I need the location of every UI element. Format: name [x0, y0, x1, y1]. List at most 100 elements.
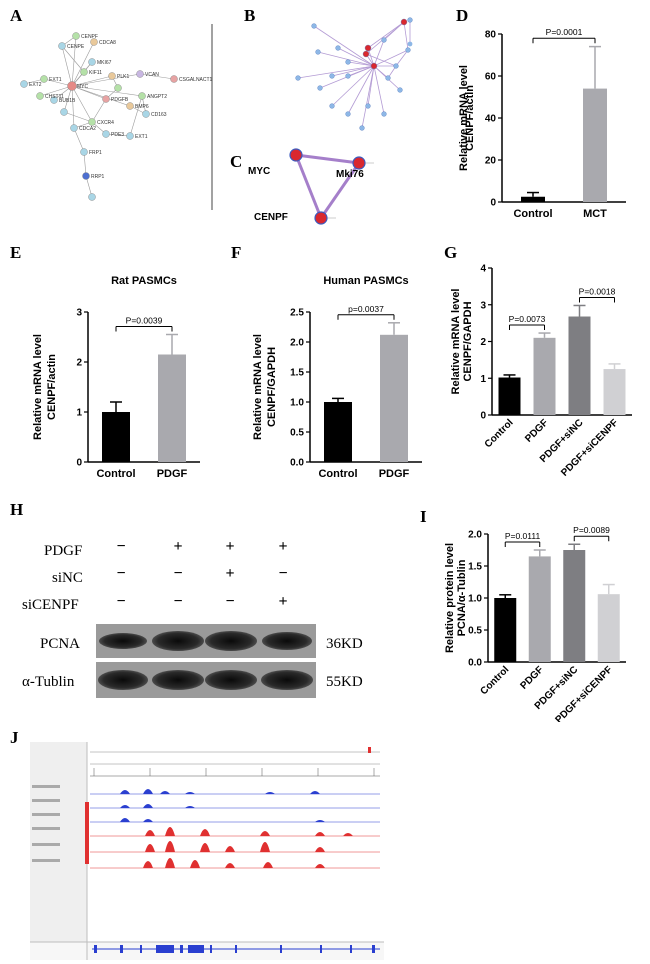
network-node-label: RRP1 [91, 174, 105, 180]
sign: − [173, 565, 183, 582]
signal-peak [315, 864, 325, 868]
y-tick-label: 1.5 [290, 368, 304, 379]
network-edge [337, 47, 375, 67]
network-edge [383, 21, 405, 41]
network-node [20, 80, 28, 88]
x-tick-label: Control [318, 468, 357, 480]
chart-i: 0.0 0.5 1.0 1.5 2.0 Relative protein level PCN… [444, 525, 626, 722]
signal-peak [165, 858, 175, 868]
y-tick-label: 0 [490, 198, 496, 209]
gene-exon [140, 945, 142, 953]
panel-label-h: H [10, 500, 24, 519]
track-label [32, 799, 60, 802]
network-edge [73, 127, 85, 153]
signal-peak [165, 841, 175, 852]
track-label [32, 785, 60, 788]
network-node [88, 58, 96, 66]
y-tick-label: 1 [76, 408, 82, 419]
signal-peak [315, 847, 325, 852]
gene-exon [156, 945, 174, 953]
blot-band [205, 631, 257, 651]
network-node [50, 96, 58, 104]
network-node [72, 32, 80, 40]
network-edge [129, 95, 143, 137]
sign: − [225, 593, 235, 610]
network-node [126, 102, 134, 110]
y-tick-label: 2.0 [290, 338, 304, 349]
signal-peak [145, 830, 155, 836]
network-node [60, 108, 68, 116]
band-label-tublin: α-Tublin [22, 674, 75, 690]
gene-exon [372, 945, 375, 953]
blot-band [261, 670, 313, 690]
sign: − [116, 593, 126, 610]
network-node [397, 87, 403, 93]
network-node [108, 72, 116, 80]
y-axis-label: CENPF/GAPDH [266, 347, 278, 427]
y-tick-label: 1.5 [468, 562, 482, 573]
band-size-pcna: 36KD [326, 636, 363, 652]
panel-label-g: G [444, 243, 458, 262]
sign: + [278, 538, 288, 555]
signal-peak [190, 860, 200, 868]
network-edge [71, 35, 77, 87]
signal-peak [310, 791, 320, 794]
network-node [70, 124, 78, 132]
network-edge [365, 53, 397, 67]
track-label [32, 827, 60, 830]
network-node-label: PLK1 [117, 74, 129, 80]
network-node [317, 85, 323, 91]
y-axis-label: Relative mRNA level [450, 289, 462, 395]
y-axis-label: Relative protein level [444, 543, 456, 653]
network-edge [39, 85, 73, 97]
network-edge [71, 41, 95, 87]
bar [498, 377, 521, 415]
y-tick-label: 0 [76, 458, 82, 469]
gene-exon [320, 945, 322, 953]
y-axis-label: Relative mRNA level [252, 334, 264, 440]
gene-exon [188, 945, 204, 953]
network-node [345, 111, 351, 117]
x-tick-label: Control [478, 664, 511, 697]
network-node [80, 68, 88, 76]
signal-peak [265, 792, 275, 794]
signal-peak [143, 804, 153, 808]
network-b [295, 17, 413, 131]
network-edge [331, 65, 375, 107]
network-node-label: CSGALNACT1 [179, 77, 213, 83]
signal-peak [143, 819, 153, 822]
network-node [114, 84, 122, 92]
network-edge [373, 49, 409, 67]
network-node [90, 38, 98, 46]
y-axis-label: Relative mRNA level [32, 334, 44, 440]
network-node-label: CDCA2 [79, 126, 96, 132]
y-tick-label: 2.0 [468, 530, 482, 541]
network-edge [403, 21, 409, 51]
signal-peak [343, 833, 353, 836]
network-edge [361, 65, 375, 129]
y-tick-label: 80 [485, 30, 497, 41]
chart-g: 0 1 2 3 4 Relative mRNA level CENPF/GAPDH Contr… [450, 264, 632, 479]
network-node-label: ANGPT2 [147, 94, 167, 100]
sign: − [173, 593, 183, 610]
network-node [329, 73, 335, 79]
network-node [315, 49, 321, 55]
y-tick-label: 0.5 [468, 626, 482, 637]
y-tick-label: 2.5 [290, 308, 304, 319]
network-edge [139, 73, 175, 80]
network-node [102, 130, 110, 138]
gene-exon [210, 945, 212, 953]
signal-peak [145, 844, 155, 852]
sign: + [225, 565, 235, 582]
panel-label-f: F [231, 243, 242, 262]
track-label [32, 843, 60, 846]
x-tick-label: Control [513, 208, 552, 220]
network-node [335, 45, 341, 51]
chart-f: Human PASMCs 0.0 0.5 1.0 1.5 2.0 2.5 Relative m… [252, 275, 422, 480]
network-node-label: BMP6 [135, 104, 149, 110]
network-node-label: PDE3 [111, 132, 124, 138]
y-tick-label: 40 [485, 114, 497, 125]
condition-label-pdgf: PDGF [44, 543, 83, 559]
network-edge [63, 111, 93, 123]
panel-label-a: A [10, 6, 23, 25]
